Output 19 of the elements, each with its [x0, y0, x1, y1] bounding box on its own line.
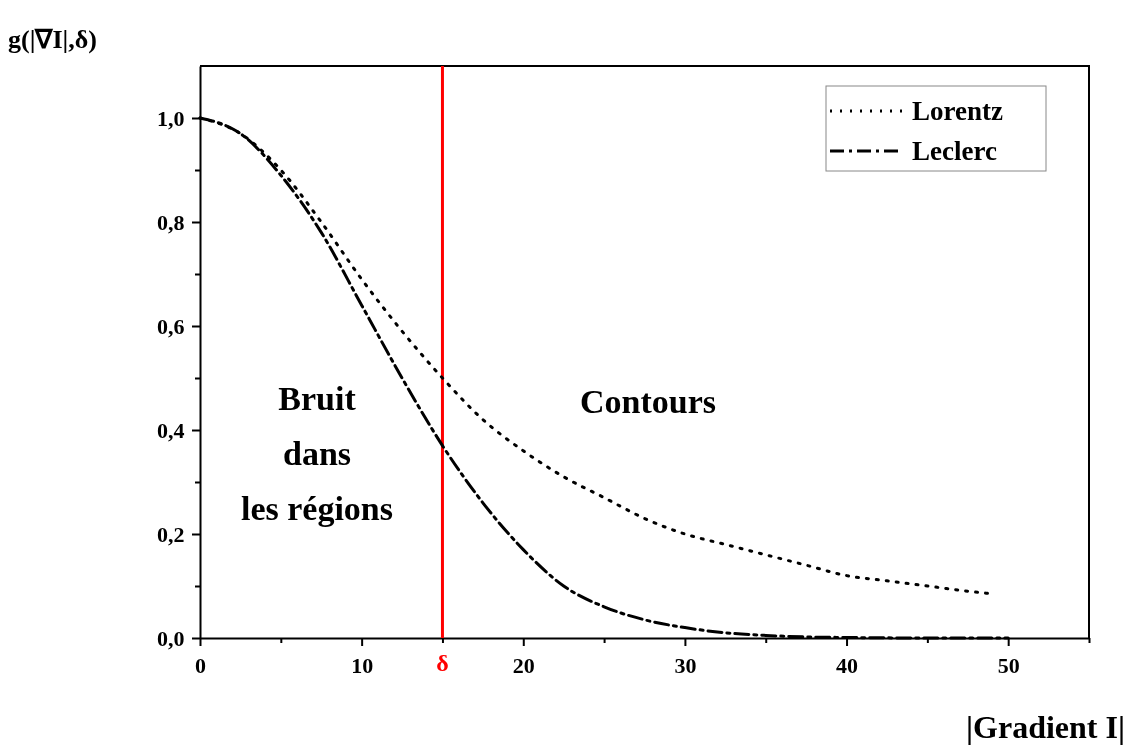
y-tick-label: 0,8: [157, 209, 185, 235]
x-tick-label: 10: [351, 653, 374, 679]
x-tick-label: 20: [512, 653, 535, 679]
y-tick-label: 0,6: [157, 313, 185, 339]
y-tick-label: 1,0: [157, 105, 185, 131]
y-axis-title: g(|∇I|,δ): [8, 25, 97, 54]
legend-label: Leclerc: [912, 136, 997, 166]
x-axis-title: |Gradient I|: [966, 709, 1125, 745]
y-tick-label: 0,2: [157, 521, 185, 547]
x-tick-label: 0: [195, 653, 206, 679]
annotation: Bruit dans les régions: [240, 380, 394, 527]
x-tick-label: 30: [674, 653, 697, 679]
annotation: Contours: [579, 383, 717, 420]
y-tick-label: 0,0: [157, 625, 185, 651]
y-tick-label: 0,4: [157, 417, 185, 443]
x-tick-label: 40: [836, 653, 859, 679]
x-tick-label: 50: [997, 653, 1020, 679]
legend-label: Lorentz: [912, 96, 1003, 126]
ref-line-label: δ: [436, 650, 449, 676]
